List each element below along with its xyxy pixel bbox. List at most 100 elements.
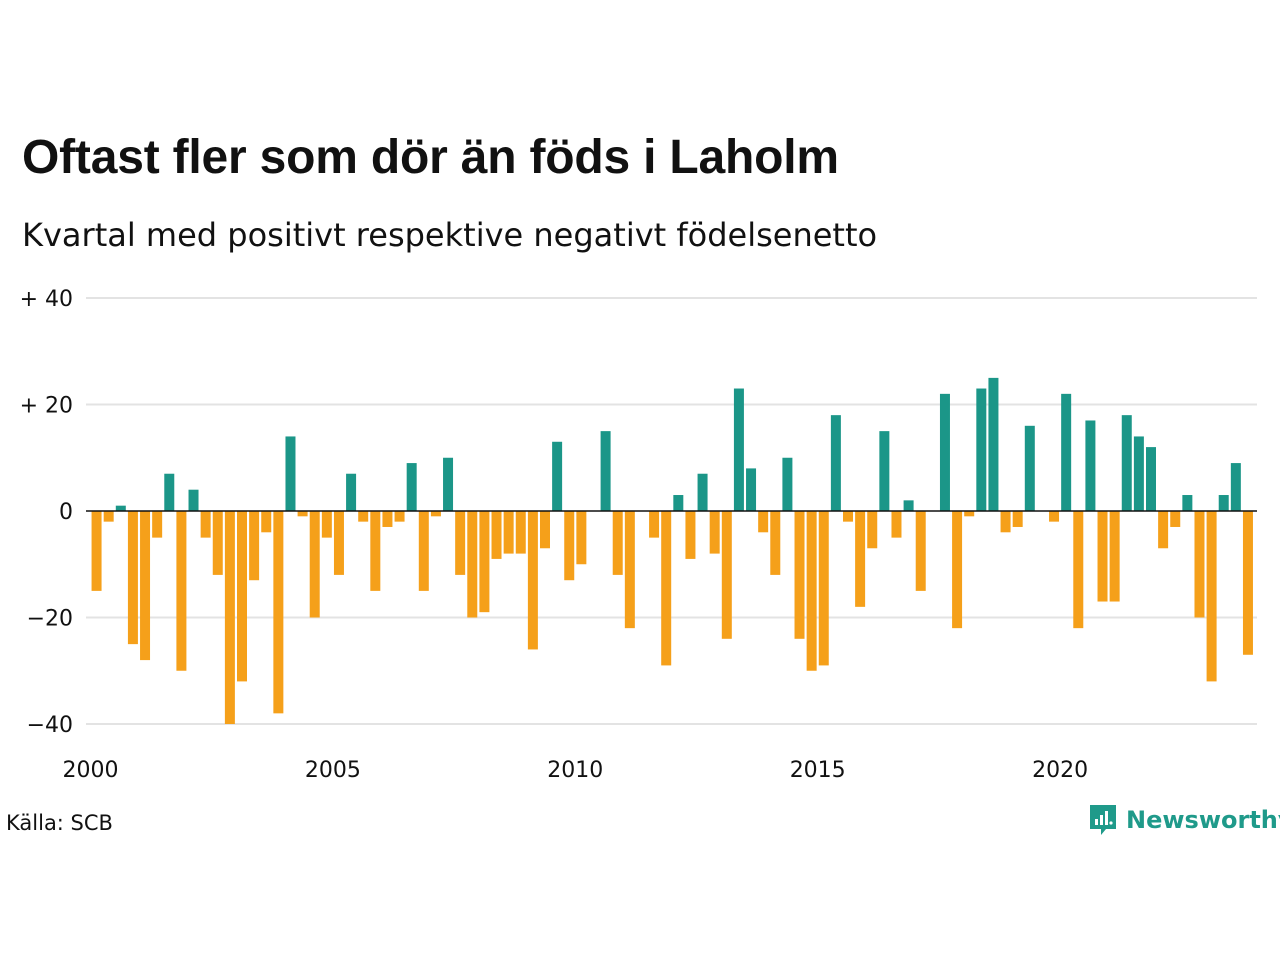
bar-negative — [503, 511, 514, 554]
bar-negative — [1049, 511, 1060, 522]
bar-positive — [697, 473, 708, 511]
bar-negative — [455, 511, 466, 575]
bar-positive — [164, 473, 175, 511]
bar-positive — [879, 431, 890, 512]
x-tick-label: 2015 — [790, 758, 846, 783]
bar-positive — [1218, 495, 1229, 511]
bar-positive — [903, 500, 914, 511]
bar-positive — [115, 505, 126, 511]
bar-negative — [721, 511, 732, 639]
bar-negative — [891, 511, 902, 538]
bar-negative — [333, 511, 344, 575]
bar-positive — [1230, 463, 1241, 511]
bar-positive — [746, 468, 757, 511]
bar-negative — [321, 511, 332, 538]
bar-negative — [576, 511, 587, 565]
bar-positive — [733, 388, 744, 511]
y-tick-label: + 20 — [20, 394, 73, 419]
newsworthy-logo-icon — [1090, 805, 1116, 835]
bar-negative — [952, 511, 963, 629]
brand-logo: Newsworthy — [1088, 803, 1280, 837]
chart-subtitle: Kvartal med positivt respektive negativt… — [22, 216, 878, 254]
bar-negative — [867, 511, 878, 549]
bar-negative — [1170, 511, 1181, 527]
y-tick-label: + 40 — [20, 287, 73, 312]
bar-negative — [758, 511, 769, 533]
chart-title: Oftast fler som dör än föds i Laholm — [22, 131, 839, 184]
bar-positive — [1121, 415, 1132, 511]
bar-negative — [1242, 511, 1253, 655]
bar-negative — [649, 511, 660, 538]
bar-negative — [382, 511, 393, 527]
bar-negative — [624, 511, 635, 629]
bar-negative — [249, 511, 260, 581]
bar-negative — [237, 511, 247, 682]
bar-negative — [540, 511, 550, 549]
y-axis-ticks: + 40 + 20 0 −20 −40 — [20, 287, 73, 738]
bars — [91, 377, 1253, 724]
bar-negative — [1206, 511, 1217, 682]
bar-negative — [394, 511, 405, 522]
bar-negative — [91, 511, 102, 591]
bar-negative — [370, 511, 381, 591]
source-note: Källa: SCB — [6, 811, 113, 835]
bar-negative — [127, 511, 138, 645]
x-tick-label: 2020 — [1032, 758, 1088, 783]
bar-positive — [1133, 436, 1144, 511]
bar-negative — [770, 511, 781, 575]
bar-positive — [1061, 393, 1072, 511]
bar-negative — [564, 511, 575, 581]
y-tick-label: −40 — [27, 713, 73, 738]
bar-negative — [152, 511, 163, 538]
bar-negative — [491, 511, 502, 559]
bar-positive — [782, 457, 793, 511]
bar-positive — [188, 489, 199, 511]
bar-positive — [988, 377, 999, 512]
y-tick-label: −20 — [27, 607, 73, 632]
bar-negative — [612, 511, 623, 575]
bar-positive — [346, 473, 357, 511]
bar-negative — [1012, 511, 1023, 527]
bar-positive — [673, 495, 684, 511]
bar-positive — [1085, 420, 1096, 511]
bar-negative — [1073, 511, 1084, 629]
bar-positive — [285, 436, 296, 511]
bar-positive — [939, 393, 950, 511]
bar-negative — [1097, 511, 1108, 602]
bar-positive — [1146, 447, 1156, 511]
bar-negative — [964, 511, 975, 517]
bar-positive — [1182, 495, 1193, 511]
bar-positive — [443, 457, 454, 511]
bar-negative — [418, 511, 429, 591]
x-tick-label: 2000 — [63, 758, 119, 783]
bar-negative — [855, 511, 866, 607]
bar-negative — [1194, 511, 1205, 618]
bar-negative — [1158, 511, 1169, 549]
bar-negative — [915, 511, 926, 591]
bar-negative — [843, 511, 853, 522]
y-tick-label: 0 — [59, 500, 73, 525]
bar-positive — [976, 388, 987, 511]
bar-negative — [794, 511, 805, 639]
bar-negative — [309, 511, 320, 618]
brand-name: Newsworthy — [1126, 806, 1280, 834]
bar-negative — [818, 511, 829, 666]
bar-negative — [212, 511, 223, 575]
bar-negative — [1000, 511, 1011, 533]
bar-positive — [406, 463, 417, 511]
bar-negative — [200, 511, 211, 538]
bar-negative — [479, 511, 490, 613]
bar-negative — [467, 511, 478, 618]
bar-negative — [261, 511, 272, 533]
bar-negative — [685, 511, 696, 559]
bar-negative — [176, 511, 187, 671]
bar-negative — [709, 511, 720, 554]
bar-negative — [224, 511, 235, 724]
bar-negative — [661, 511, 672, 666]
bar-negative — [140, 511, 151, 661]
bar-negative — [103, 511, 114, 522]
bar-positive — [830, 415, 841, 511]
bar-positive — [552, 441, 563, 511]
bar-negative — [527, 511, 538, 650]
